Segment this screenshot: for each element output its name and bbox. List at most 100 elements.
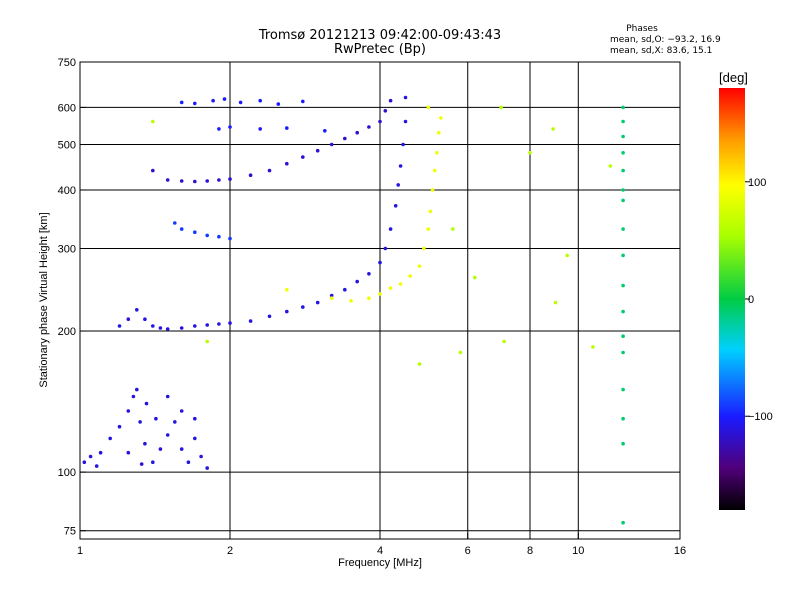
x-tick-label: 8 (527, 545, 533, 557)
data-point (551, 127, 555, 131)
data-point (98, 450, 103, 455)
data-point (205, 233, 209, 238)
x-axis-label: Frequency [MHz] (338, 557, 422, 569)
data-point (502, 339, 507, 344)
data-point (621, 309, 625, 314)
grid-lines (80, 62, 680, 539)
data-point (179, 227, 184, 231)
data-point (126, 409, 131, 413)
data-point (217, 178, 221, 182)
y-axis: 75 100 200 300 400 500 600 750 (58, 57, 86, 538)
data-point (205, 323, 209, 327)
data-point (343, 287, 347, 292)
data-point (138, 420, 142, 424)
data-point (267, 314, 272, 319)
phase-stats-title: Phases (626, 24, 658, 34)
data-point (417, 264, 422, 269)
chart-subtitle: RwPretec (Bp) (334, 42, 426, 57)
data-point (285, 287, 289, 292)
x-tick-label: 2 (227, 545, 233, 557)
data-point (179, 409, 184, 413)
data-point (199, 454, 203, 459)
data-point (315, 148, 320, 153)
data-point (401, 142, 405, 147)
data-point (258, 98, 263, 103)
data-point (608, 164, 613, 168)
data-point (173, 420, 177, 424)
data-point (276, 102, 281, 106)
data-point (428, 209, 433, 214)
data-point (432, 168, 437, 173)
y-tick-label: 100 (58, 467, 76, 479)
data-point (285, 309, 289, 314)
data-point (367, 125, 371, 129)
phase-stats-o: mean, sd,O: −93.2, 16.9 (610, 35, 721, 45)
data-point (323, 129, 327, 133)
data-point (398, 282, 403, 286)
data-point (301, 99, 305, 104)
data-point (238, 100, 243, 105)
data-point (621, 151, 625, 155)
data-points (82, 95, 625, 525)
data-point (621, 134, 625, 139)
data-point (285, 126, 289, 130)
data-point (388, 286, 393, 290)
data-point (621, 168, 625, 173)
data-point (378, 119, 382, 124)
data-point (396, 183, 401, 187)
y-tick-label: 200 (58, 326, 76, 338)
x-tick-label: 1 (77, 545, 83, 557)
y-tick-label: 500 (58, 140, 76, 152)
data-point (205, 339, 209, 344)
data-point (388, 227, 393, 231)
data-point (126, 450, 131, 455)
data-point (329, 296, 334, 301)
data-point (621, 198, 625, 203)
data-point (179, 179, 184, 183)
data-point (248, 319, 253, 323)
data-point (228, 321, 232, 325)
data-point (151, 324, 155, 328)
y-tick-label: 300 (58, 244, 76, 256)
data-point (151, 168, 155, 173)
data-point (315, 300, 320, 305)
data-point (403, 119, 408, 124)
data-point (126, 317, 131, 322)
data-point (553, 300, 558, 305)
data-point (228, 236, 232, 241)
data-point (173, 221, 177, 225)
data-point (393, 204, 398, 208)
data-point (437, 130, 441, 135)
data-point (217, 322, 221, 326)
data-point (301, 305, 305, 309)
data-point (355, 130, 360, 135)
data-point (383, 246, 388, 251)
data-point (88, 454, 93, 459)
data-point (621, 441, 625, 446)
x-tick-label: 6 (465, 545, 471, 557)
data-point (108, 436, 112, 441)
data-point (179, 326, 184, 330)
data-point (426, 227, 431, 231)
data-point (451, 227, 455, 231)
data-point (94, 464, 99, 468)
data-point (621, 253, 625, 258)
data-point (154, 416, 158, 421)
data-point (591, 345, 595, 349)
data-point (228, 177, 232, 181)
data-point (430, 188, 435, 192)
data-point (422, 246, 426, 251)
data-point (267, 168, 272, 173)
data-point (258, 127, 263, 131)
data-point (398, 164, 403, 168)
data-point (435, 151, 439, 155)
data-point (211, 98, 215, 103)
data-point (205, 466, 209, 470)
data-point (165, 394, 170, 399)
data-point (222, 97, 227, 101)
data-point (621, 227, 625, 231)
data-point (378, 260, 382, 265)
data-point (426, 105, 431, 110)
y-tick-label: 750 (58, 57, 76, 69)
